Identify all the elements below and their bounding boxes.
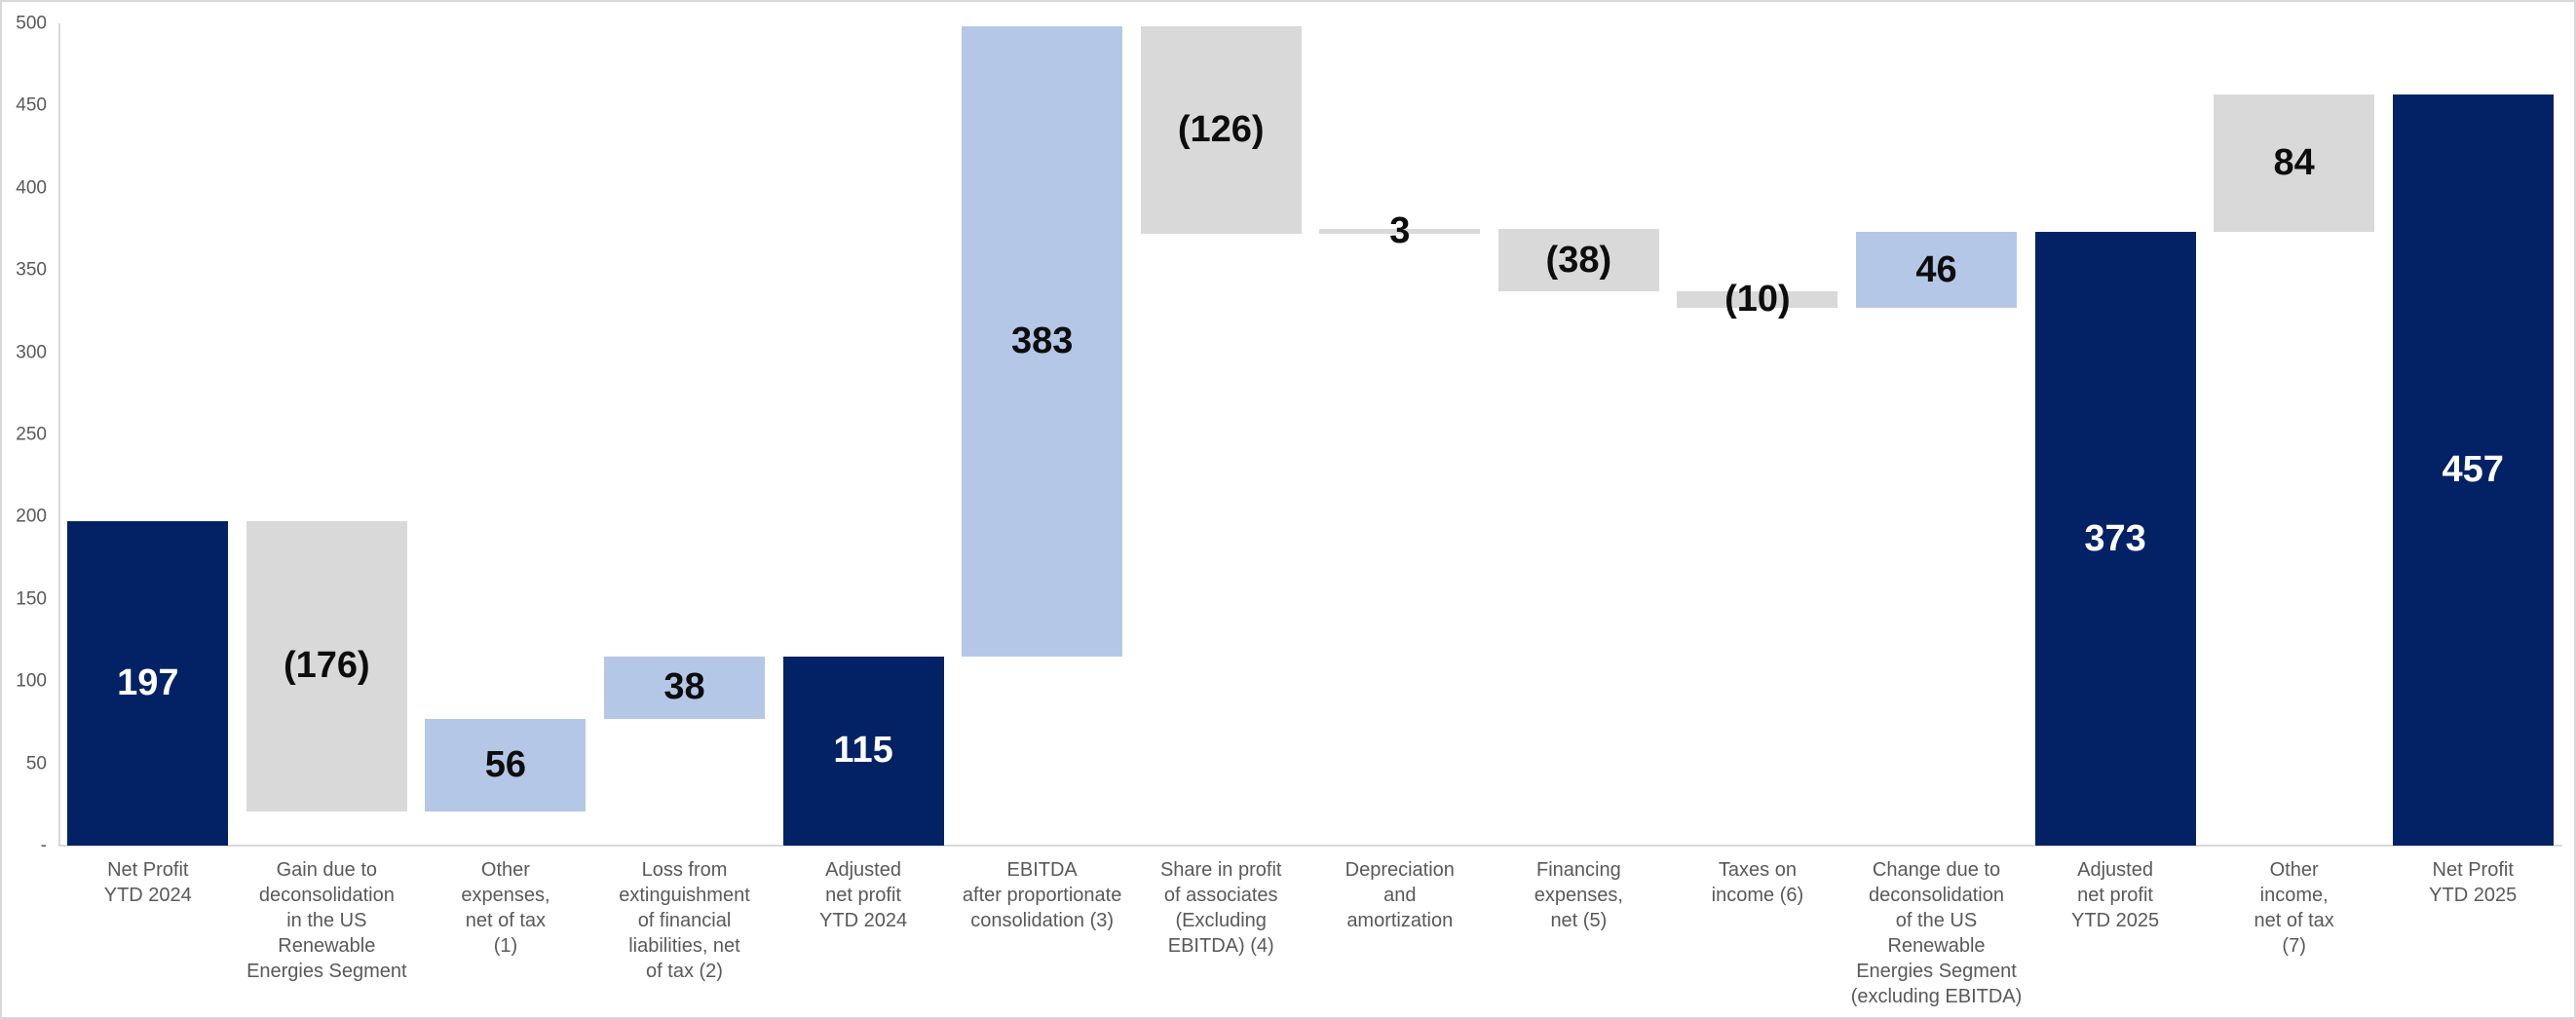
bar-ebitda-proportionate-consolidation-3: 383: [962, 26, 1123, 657]
y-axis-line: [58, 23, 60, 847]
bar-value-label-ebitda-proportionate-consolidation-3: 383: [1010, 321, 1074, 362]
y-tick-label-50: 50: [25, 753, 47, 774]
bar-depreciation-amortization: 3: [1319, 210, 1481, 252]
bar-value-label-net-profit-ytd-2025: 457: [2442, 448, 2504, 490]
bar-value-label-adjusted-net-profit-ytd-2025: 373: [2084, 517, 2146, 559]
y-tick-label-500: 500: [16, 13, 47, 34]
category-label-other-income-net-of-tax-7: Other income, net of tax (7): [2254, 859, 2334, 957]
bar-taxes-on-income-6: (10): [1677, 279, 1838, 321]
category-label-gain-deconsolidation-us-renewable: Gain due to deconsolidation in the US Re…: [246, 859, 407, 982]
y-tick-label-0: -: [40, 835, 47, 856]
category-label-depreciation-amortization: Depreciation and amortization: [1345, 859, 1455, 931]
category-label-taxes-on-income-6: Taxes on income (6): [1711, 859, 1804, 906]
category-label-financing-expenses-net-5: Financing expenses, net (5): [1534, 859, 1623, 931]
y-tick-label-200: 200: [16, 506, 47, 527]
category-label-share-profit-associates-4: Share in profit of associates (Excluding…: [1159, 859, 1282, 957]
bar-gain-deconsolidation-us-renewable: (176): [246, 521, 407, 811]
bar-adjusted-net-profit-ytd-2024: 115: [782, 656, 944, 846]
y-tick-label-300: 300: [16, 342, 47, 363]
bar-value-label-change-deconsolidation-us-renewable: 46: [1915, 248, 1957, 290]
category-label-adjusted-net-profit-ytd-2024: Adjusted net profit YTD 2024: [819, 859, 908, 931]
y-tick-label-150: 150: [16, 588, 47, 610]
category-label-change-deconsolidation-us-renewable: Change due to deconsolidation of the US …: [1850, 859, 2023, 1007]
bar-share-profit-associates-4: (126): [1140, 26, 1302, 235]
category-label-other-expenses-net-of-tax-1: Other expenses, net of tax (1): [461, 859, 550, 957]
bar-loss-extinguishment-liabilities-2: 38: [604, 656, 765, 720]
bar-value-label-gain-deconsolidation-us-renewable: (176): [283, 645, 370, 687]
bar-value-label-loss-extinguishment-liabilities-2: 38: [663, 666, 705, 708]
y-tick-label-250: 250: [16, 424, 47, 445]
bar-value-label-adjusted-net-profit-ytd-2024: 115: [833, 730, 893, 772]
bar-net-profit-ytd-2025: 457: [2392, 94, 2554, 846]
bar-value-label-financing-expenses-net-5: (38): [1545, 239, 1612, 281]
bar-value-label-depreciation-amortization: 3: [1389, 210, 1411, 252]
y-tick-label-450: 450: [16, 94, 47, 116]
category-label-loss-extinguishment-liabilities-2: Loss from extinguishment of financial li…: [619, 859, 750, 982]
category-label-net-profit-ytd-2025: Net Profit YTD 2025: [2429, 859, 2518, 906]
bar-financing-expenses-net-5: (38): [1497, 229, 1659, 292]
bar-value-label-other-income-net-of-tax-7: 84: [2273, 141, 2315, 183]
category-label-adjusted-net-profit-ytd-2025: Adjusted net profit YTD 2025: [2071, 859, 2160, 931]
y-tick-label-400: 400: [16, 177, 47, 199]
bar-change-deconsolidation-us-renewable: 46: [1856, 232, 2017, 309]
bar-value-label-share-profit-associates-4: (126): [1177, 109, 1265, 151]
category-label-ebitda-proportionate-consolidation-3: EBITDA after proportionate consolidation…: [962, 859, 1122, 931]
bar-adjusted-net-profit-ytd-2025: 373: [2034, 232, 2196, 846]
y-tick-label-350: 350: [16, 259, 47, 281]
y-tick-label-100: 100: [16, 670, 47, 692]
bar-other-income-net-of-tax-7: 84: [2214, 94, 2375, 233]
x-axis-line: [58, 845, 2562, 847]
bar-value-label-other-expenses-net-of-tax-1: 56: [484, 743, 527, 785]
bar-other-expenses-net-of-tax-1: 56: [425, 719, 587, 811]
bar-net-profit-ytd-2024: 197: [67, 521, 229, 846]
category-label-net-profit-ytd-2024: Net Profit YTD 2024: [103, 859, 192, 906]
bar-value-label-taxes-on-income-6: (10): [1724, 279, 1791, 321]
bar-value-label-net-profit-ytd-2024: 197: [117, 662, 179, 704]
